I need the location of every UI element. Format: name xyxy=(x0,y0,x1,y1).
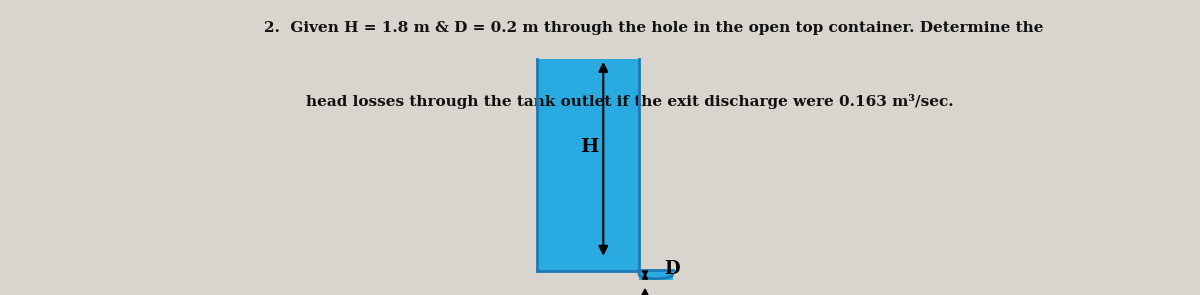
Text: head losses through the tank outlet if the exit discharge were 0.163 m³/sec.: head losses through the tank outlet if t… xyxy=(306,94,954,109)
Text: H: H xyxy=(580,138,598,156)
Bar xyxy=(640,270,673,280)
Text: D: D xyxy=(665,260,680,278)
Text: 2.  Given H = 1.8 m & D = 0.2 m through the hole in the open top container. Dete: 2. Given H = 1.8 m & D = 0.2 m through t… xyxy=(264,21,1044,35)
Bar xyxy=(538,59,640,271)
